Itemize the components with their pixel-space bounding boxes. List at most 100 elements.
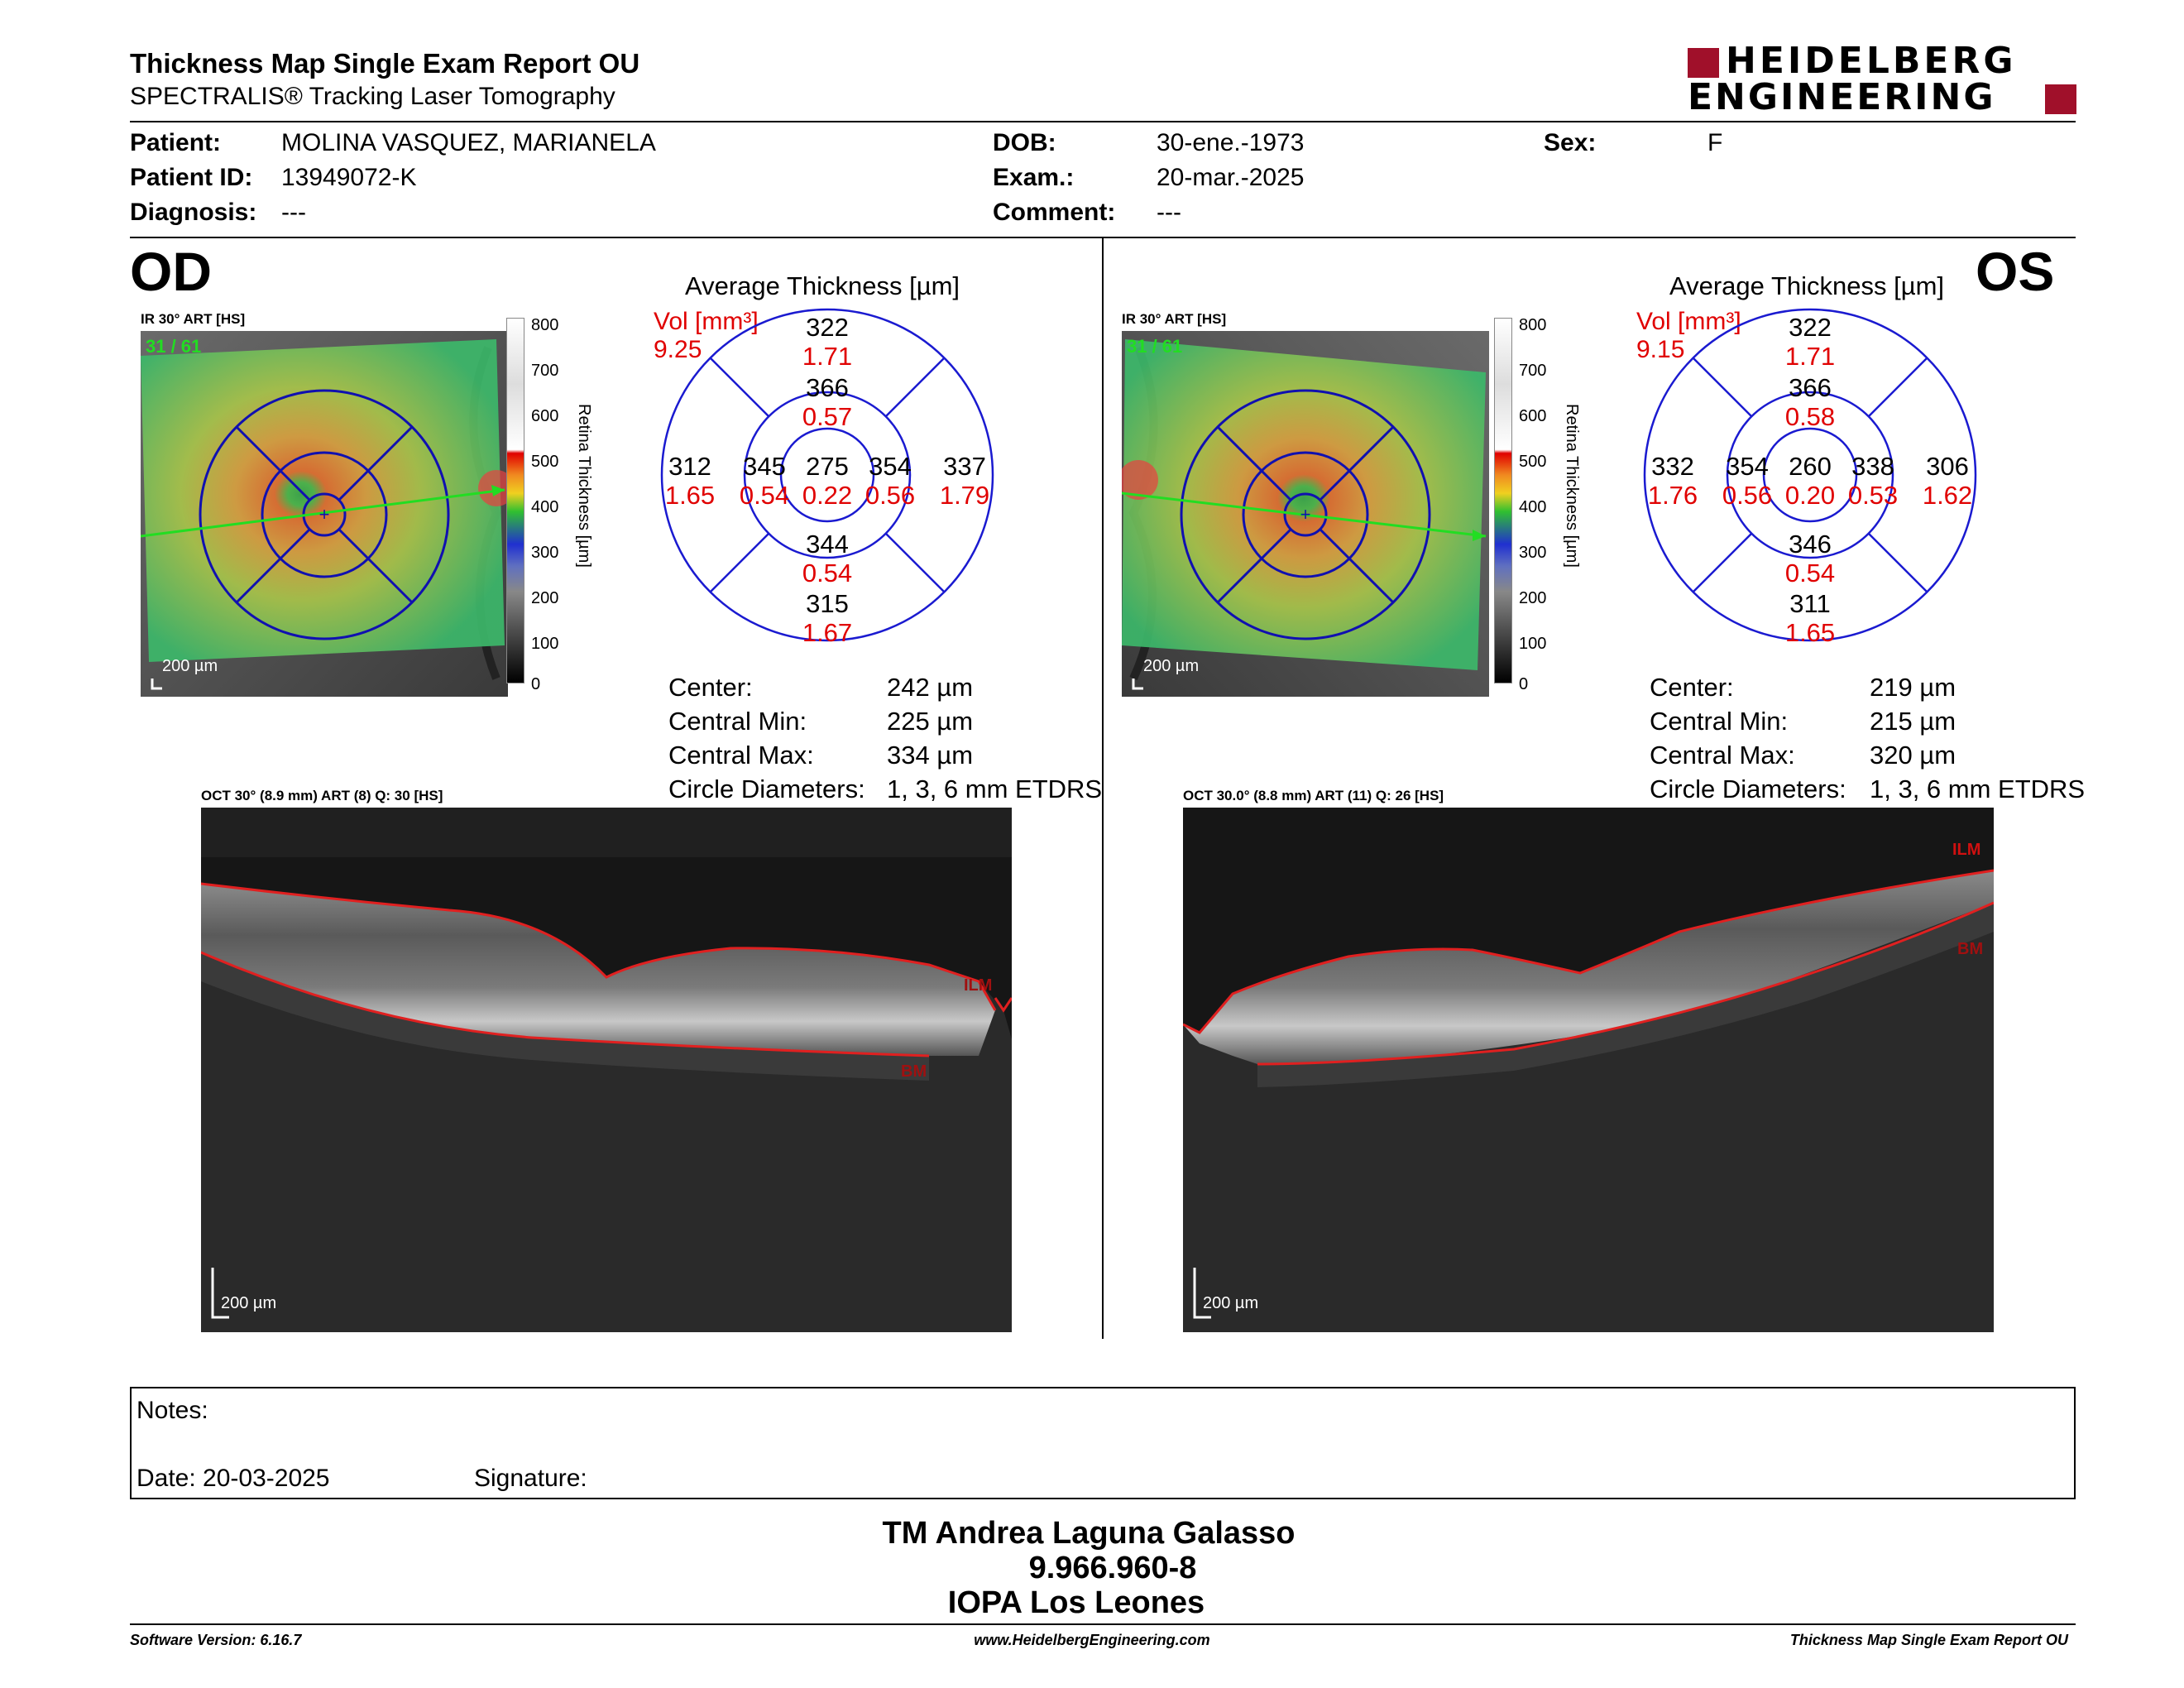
od-ir-title: IR 30° ART [HS] [141,311,246,327]
footer-software: Software Version: 6.16.7 [130,1632,302,1648]
svg-text:+: + [1300,504,1311,525]
svg-text:0.57: 0.57 [802,402,852,431]
os-oct-title: OCT 30.0° (8.8 mm) ART (11) Q: 26 [HS] [1183,788,1444,803]
svg-text:345: 345 [743,452,786,481]
os-colorbar-label: Retina Thickness [µm] [1563,404,1581,568]
diagnosis-label: Diagnosis: [130,199,257,226]
os-avg-title: Average Thickness [µm] [1669,271,1945,300]
patient-name: MOLINA VASQUEZ, MARIANELA [281,129,656,156]
svg-text:354: 354 [869,452,912,481]
od-stats-labels: Center: Central Min: Central Max: Circle… [668,673,865,803]
sex-label: Sex: [1544,129,1597,156]
svg-text:346: 346 [1789,530,1832,559]
footer-report-name: Thickness Map Single Exam Report OU [1789,1632,2068,1648]
svg-text:275: 275 [806,452,849,481]
od-colorbar-label: Retina Thickness [µm] [575,404,593,568]
od-ir-thickness-map: + 31 / 61 200 µm [140,331,515,697]
svg-text:0.58: 0.58 [1785,402,1835,431]
os-stats-values: 219 µm 215 µm 320 µm 1, 3, 6 mm ETDRS [1870,673,2086,803]
svg-text:1.67: 1.67 [802,618,852,642]
sex-value: F [1707,129,1723,156]
od-avg-title: Average Thickness [µm] [685,271,960,300]
od-ir-scale: 200 µm [162,657,218,675]
svg-text:322: 322 [1789,313,1832,342]
svg-text:322: 322 [806,313,849,342]
notes-date: Date: 20-03-2025 [136,1465,330,1492]
od-etdrs-grid: 322 1.71 366 0.57 275 0.22 345 0.54 354 … [660,308,994,642]
svg-text:0.54: 0.54 [740,481,789,510]
svg-text:337: 337 [943,452,986,481]
od-eye-label: OD [130,241,212,302]
notes-label: Notes: [136,1397,208,1424]
svg-text:366: 366 [806,373,849,402]
svg-text:332: 332 [1651,452,1694,481]
os-ilm-label: ILM [1952,841,1981,859]
svg-text:366: 366 [1789,373,1832,402]
svg-text:0.53: 0.53 [1848,481,1898,510]
svg-text:1.65: 1.65 [665,481,715,510]
os-colorbar: 800 700 600 500 400 300 200 100 0 Retina… [1494,316,1585,693]
od-colorbar: 800 700 600 500 400 300 200 100 0 Retina… [506,316,597,693]
svg-text:+: + [319,504,330,525]
svg-text:338: 338 [1851,452,1894,481]
signoff-rut: 9.966.960-8 [1028,1551,1197,1585]
svg-text:1.76: 1.76 [1648,481,1698,510]
svg-text:311: 311 [1789,589,1830,618]
svg-text:1.79: 1.79 [940,481,989,510]
comment-label: Comment: [993,199,1116,226]
patient-id: 13949072-K [281,164,417,191]
svg-text:315: 315 [806,589,849,618]
svg-text:1.71: 1.71 [802,342,852,371]
diagnosis-value: --- [281,199,306,226]
svg-text:1.65: 1.65 [1785,618,1835,642]
od-oct-bscan: ILM BM 200 µm [200,808,1013,1332]
svg-text:354: 354 [1726,452,1769,481]
os-ir-title: IR 30° ART [HS] [1122,311,1227,327]
os-vol: Vol [mm³] 9.15 [1636,308,1741,363]
os-stats-labels: Center: Central Min: Central Max: Circle… [1650,673,1846,803]
report-subtitle: SPECTRALIS® Tracking Laser Tomography [130,83,615,110]
os-ir-scale: 200 µm [1143,657,1200,675]
heidelberg-logo: HEIDELBERG ENGINEERING [1688,43,2076,117]
svg-text:1.62: 1.62 [1923,481,1972,510]
od-vol: Vol [mm³] 9.25 [654,308,759,363]
svg-text:306: 306 [1926,452,1969,481]
os-eye-label: OS [1976,241,2055,302]
od-bm-label: BM [901,1062,927,1081]
os-ir-thickness-map: + 31 / 61 200 µm [1118,331,1489,697]
footer-website[interactable]: www.HeidelbergEngineering.com [974,1632,1210,1648]
signoff-block: TM Andrea Laguna Galasso 9.966.960-8 IOP… [0,1516,2184,1620]
od-stats-values: 242 µm 225 µm 334 µm 1, 3, 6 mm ETDRS [887,673,1103,803]
report-title: Thickness Map Single Exam Report OU [130,48,640,79]
dob-value: 30-ene.-1973 [1157,129,1305,156]
svg-text:344: 344 [806,530,849,559]
patient-id-label: Patient ID: [130,164,253,191]
signature-label: Signature: [474,1465,587,1492]
svg-text:0.54: 0.54 [802,559,852,587]
os-oct-scale: 200 µm [1203,1294,1259,1312]
os-bm-label: BM [1957,940,1984,958]
od-oct-scale: 200 µm [221,1294,277,1312]
svg-text:0.22: 0.22 [802,481,852,510]
notes-box: Notes: Date: 20-03-2025 Signature: [130,1387,2076,1499]
exam-value: 20-mar.-2025 [1157,164,1305,191]
svg-text:1.71: 1.71 [1785,342,1835,371]
exam-label: Exam.: [993,164,1075,191]
svg-text:0.56: 0.56 [1722,481,1772,510]
patient-label: Patient: [130,129,222,156]
os-ir-frame-count: 31 / 61 [1127,336,1183,357]
od-oct-title: OCT 30° (8.9 mm) ART (8) Q: 30 [HS] [201,788,443,803]
od-ilm-label: ILM [964,976,993,995]
eye-divider [1102,238,1104,1339]
svg-text:0.54: 0.54 [1785,559,1835,587]
signoff-institution: IOPA Los Leones [947,1585,1205,1620]
comment-value: --- [1157,199,1181,226]
od-ir-frame-count: 31 / 61 [146,336,202,357]
dob-label: DOB: [993,129,1056,156]
os-etdrs-grid: 322 1.71 366 0.58 260 0.20 354 0.56 338 … [1643,308,1977,642]
svg-text:0.20: 0.20 [1785,481,1835,510]
os-oct-bscan: ILM BM 200 µm [1182,808,1995,1332]
svg-text:0.56: 0.56 [865,481,915,510]
svg-text:260: 260 [1789,452,1832,481]
signoff-name: TM Andrea Laguna Galasso [882,1516,1296,1551]
